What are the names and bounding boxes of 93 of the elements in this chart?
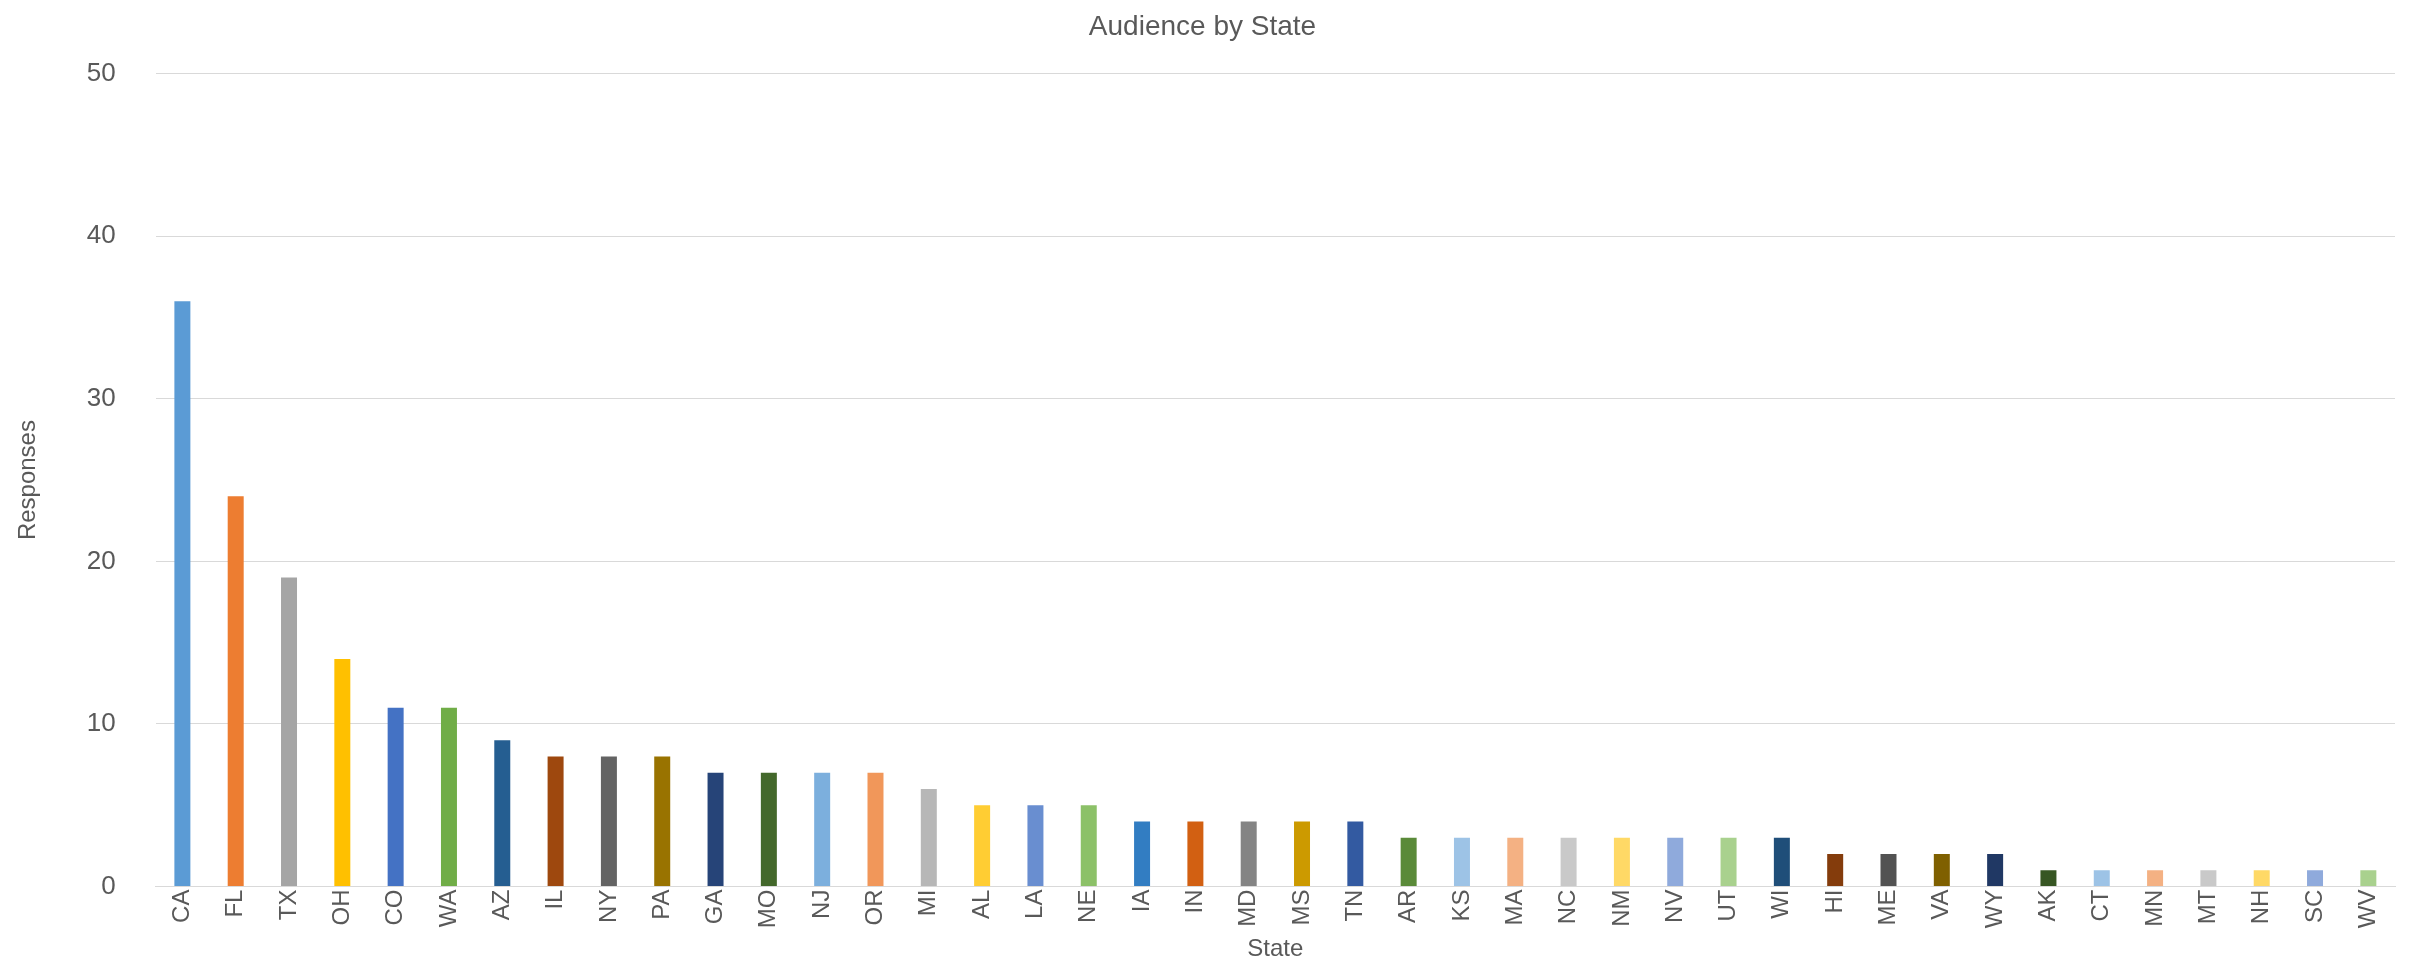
bar: [1987, 854, 2004, 887]
x-tick-label: AK: [2033, 889, 2061, 922]
x-tick-label: ME: [1873, 889, 1901, 926]
bar: [1453, 837, 1470, 887]
x-tick-label: PA: [646, 889, 674, 920]
x-tick-label: IL: [540, 889, 568, 910]
bar: [654, 756, 671, 887]
x-tick-label: VA: [1926, 889, 1954, 920]
y-tick-label: 20: [86, 544, 116, 575]
x-tick-label: AZ: [486, 889, 514, 921]
x-tick-label: NM: [1606, 889, 1634, 927]
bar: [1347, 821, 1364, 887]
bar: [707, 772, 724, 887]
x-tick-label: HI: [1819, 889, 1847, 914]
x-tick-label: NJ: [806, 889, 834, 919]
bar: [1827, 854, 1844, 887]
x-tick-label: MT: [2193, 889, 2221, 925]
bar: [1933, 854, 1950, 887]
bar: [1773, 837, 1790, 887]
x-tick-label: LA: [1020, 889, 1048, 919]
bar: [600, 756, 617, 887]
bar: [867, 772, 884, 887]
x-tick-label: MD: [1233, 889, 1261, 927]
bar: [547, 756, 564, 887]
bar: [1080, 805, 1097, 887]
x-tick-label: WI: [1766, 889, 1794, 919]
bar: [1720, 837, 1737, 887]
x-tick-label: NV: [1659, 889, 1687, 923]
x-tick-label: MO: [753, 889, 781, 929]
x-tick-label: NH: [2246, 889, 2274, 925]
bar: [1294, 821, 1311, 887]
bar: [2200, 870, 2217, 887]
x-tick-label: MA: [1499, 889, 1527, 926]
x-tick-label: WV: [2352, 889, 2380, 929]
bar: [2253, 870, 2270, 887]
bar: [174, 301, 191, 887]
bar: [920, 788, 937, 887]
y-tick-label: 50: [86, 56, 116, 87]
bar: [814, 772, 831, 887]
x-tick-label: NC: [1553, 889, 1581, 925]
x-tick-label: IN: [1180, 889, 1208, 914]
bar: [1560, 837, 1577, 887]
x-tick-label: WY: [1979, 889, 2007, 929]
y-tick-label: 10: [86, 707, 116, 738]
bar: [974, 805, 991, 887]
x-tick-label: NE: [1073, 889, 1101, 923]
x-tick-label: CO: [380, 889, 408, 926]
bar: [1400, 837, 1417, 887]
bar: [2093, 870, 2110, 887]
y-axis-title: Responses: [13, 420, 41, 541]
bar: [227, 496, 244, 887]
bar: [1027, 805, 1044, 887]
x-tick-label: AL: [966, 889, 994, 919]
x-tick-label: OH: [326, 889, 354, 926]
x-tick-label: MN: [2139, 889, 2167, 927]
x-tick-label: CT: [2086, 889, 2114, 922]
x-axis-title: State: [1247, 934, 1304, 962]
y-tick-label: 0: [101, 869, 116, 900]
bar: [1613, 837, 1630, 887]
bar: [1240, 821, 1257, 887]
x-tick-label: NY: [593, 889, 621, 923]
bar: [1507, 837, 1524, 887]
bar: [334, 658, 351, 887]
bar: [2360, 870, 2377, 887]
x-tick-label: GA: [700, 889, 728, 925]
x-tick-label: FL: [220, 889, 248, 918]
bar: [1134, 821, 1151, 887]
x-tick-label: IA: [1126, 889, 1154, 913]
x-tick-label: SC: [2299, 889, 2327, 923]
bar: [2307, 870, 2324, 887]
bar: [760, 772, 777, 887]
x-tick-label: WA: [433, 889, 461, 928]
bar: [1187, 821, 1204, 887]
y-tick-label: 40: [86, 219, 116, 250]
x-tick-label: MI: [913, 889, 941, 917]
bar: [1880, 854, 1897, 887]
chart-title: Audience by State: [1088, 9, 1317, 41]
x-tick-label: AR: [1393, 889, 1421, 923]
x-tick-label: OR: [860, 889, 888, 926]
bar: [387, 707, 404, 887]
x-tick-label: TN: [1339, 889, 1367, 922]
x-tick-label: KS: [1446, 889, 1474, 922]
x-tick-label: TX: [273, 889, 301, 921]
x-tick-label: MS: [1286, 889, 1314, 926]
bar: [2040, 870, 2057, 887]
bar: [440, 707, 457, 887]
x-tick-label: UT: [1713, 889, 1741, 922]
bar: [494, 740, 511, 887]
bar: [281, 577, 298, 887]
bar: [2147, 870, 2164, 887]
bar: [1667, 837, 1684, 887]
y-tick-label: 30: [86, 381, 116, 412]
x-tick-label: CA: [167, 889, 194, 923]
